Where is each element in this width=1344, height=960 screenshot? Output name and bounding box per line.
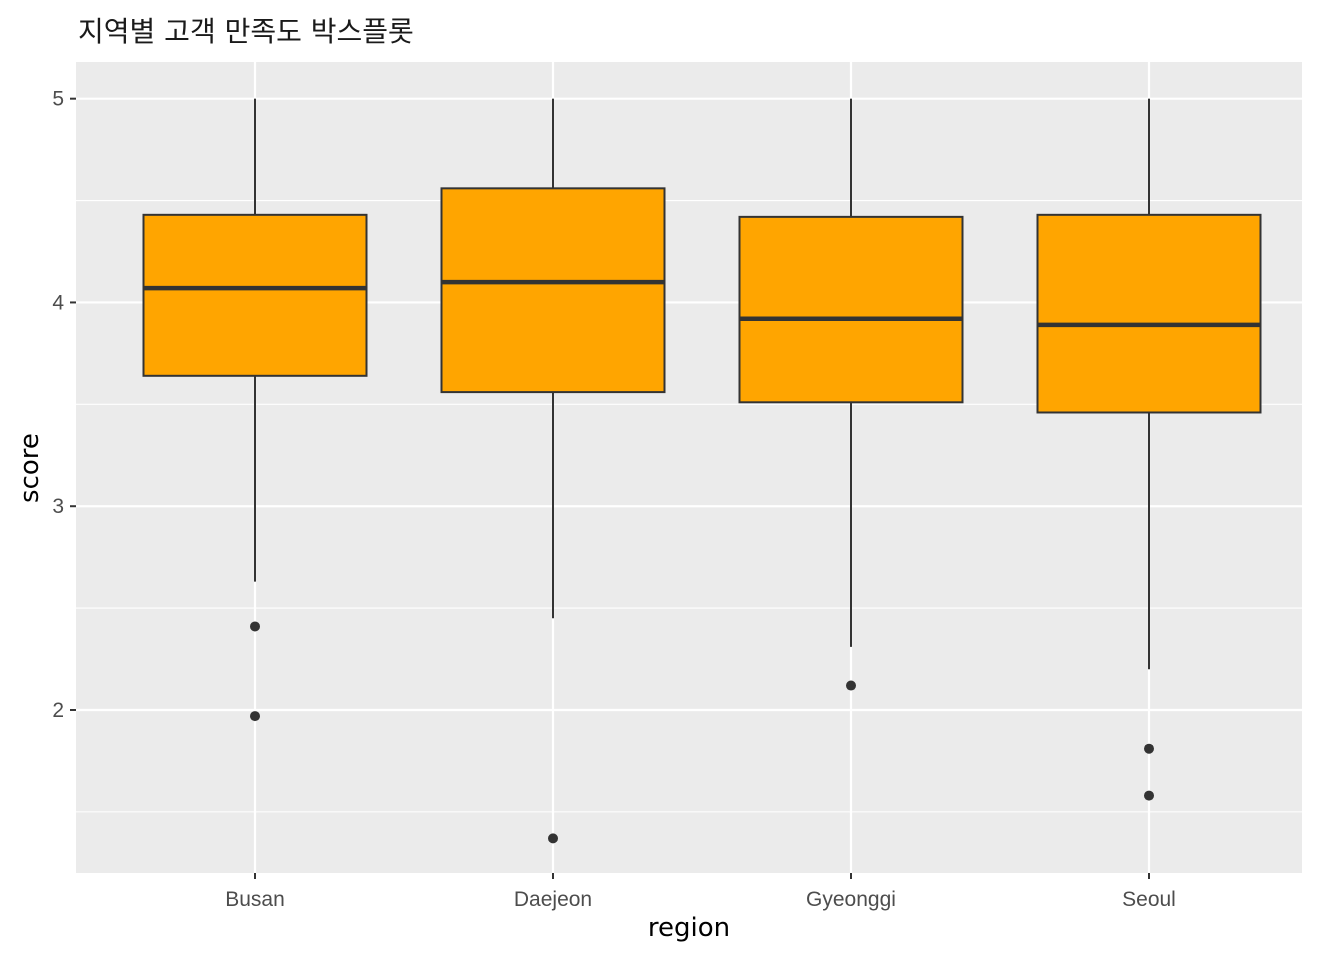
x-tick-label: Gyeonggi (806, 888, 896, 911)
box-seoul (1036, 98, 1262, 801)
y-tick-label: 3 (52, 495, 64, 518)
x-axis-ticks: Busan Daejeon Gyeonggi Seoul (225, 873, 1176, 911)
plot-panel (76, 62, 1302, 873)
y-tick-label: 4 (52, 291, 64, 314)
y-tick-label: 2 (52, 699, 64, 722)
x-tick-label: Busan (225, 888, 285, 911)
iqr-box (1036, 213, 1262, 414)
outlier-point (1144, 743, 1154, 754)
outlier-point (548, 833, 558, 844)
box-gyeonggi (738, 98, 964, 691)
outlier-point (250, 711, 260, 722)
x-axis-label: region (647, 913, 731, 943)
x-tick-label: Seoul (1122, 888, 1176, 911)
outlier-point (1144, 790, 1154, 801)
chart-title: 지역별 고객 만족도 박스플롯 (78, 15, 414, 48)
boxplot-series (142, 98, 1262, 844)
x-tick-label: Daejeon (514, 888, 592, 911)
box-busan (142, 98, 368, 722)
outlier-point (250, 621, 260, 632)
box-daejeon (440, 98, 666, 844)
iqr-box (142, 213, 368, 377)
outlier-point (846, 680, 856, 691)
y-axis-label: score (15, 433, 45, 503)
iqr-box (440, 187, 666, 394)
iqr-box (738, 215, 964, 404)
y-tick-label: 5 (52, 88, 64, 111)
y-axis-ticks: 2 3 4 5 (52, 88, 76, 722)
